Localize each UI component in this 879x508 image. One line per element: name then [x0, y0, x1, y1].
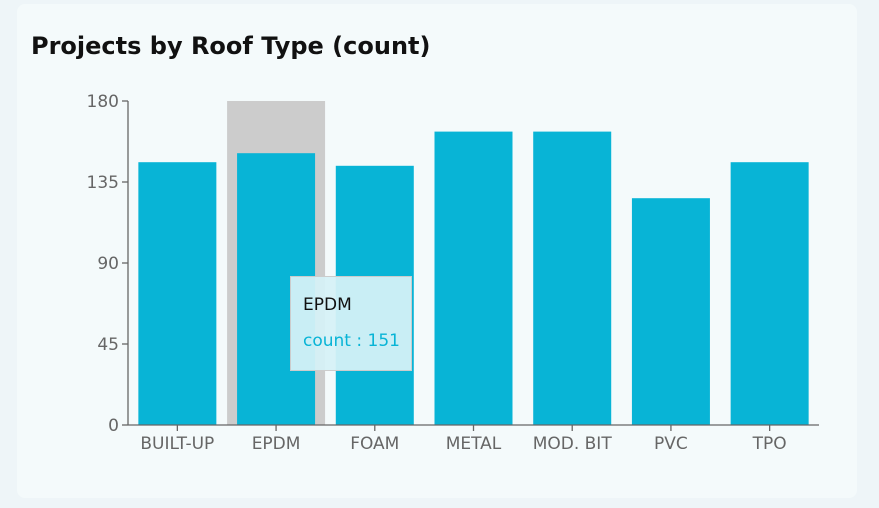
y-tick-label: 90	[97, 254, 119, 274]
y-tick-label: 135	[87, 173, 119, 193]
chart-tooltip: EPDM count : 151	[290, 276, 412, 371]
bar-built-up[interactable]	[138, 162, 217, 425]
x-tick-label: METAL	[446, 434, 502, 454]
tooltip-category: EPDM	[303, 295, 352, 315]
bar-tpo[interactable]	[730, 162, 809, 425]
chart-title: Projects by Roof Type (count)	[31, 32, 431, 60]
tooltip-value: count : 151	[303, 331, 400, 351]
bars-layer	[138, 131, 809, 426]
bar-pvc[interactable]	[631, 198, 710, 425]
x-tick-label: MOD. BIT	[533, 434, 613, 454]
y-tick-label: 45	[97, 335, 119, 355]
x-tick-label: BUILT-UP	[140, 434, 214, 454]
y-tick-label: 0	[108, 416, 119, 436]
x-tick-label: FOAM	[350, 434, 399, 454]
y-tick-label: 180	[87, 92, 119, 112]
x-tick-label: TPO	[752, 434, 787, 454]
bar-mod-bit[interactable]	[533, 131, 612, 425]
x-tick-label: PVC	[654, 434, 688, 454]
axes-layer: 0 45 90 135 180 BUILT-UP EPDM FOAM METAL MOD. BIT…	[87, 92, 819, 454]
bar-metal[interactable]	[434, 131, 513, 425]
x-tick-label: EPDM	[252, 434, 301, 454]
